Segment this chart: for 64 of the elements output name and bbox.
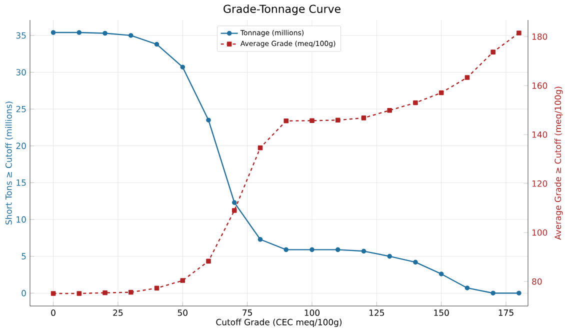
x-tick-label: 25 — [113, 310, 123, 316]
y-tick-label: 35 — [16, 32, 26, 39]
x-axis-title: Cutoff Grade (CEC meq/100g) — [216, 318, 342, 327]
point — [284, 118, 289, 124]
point — [180, 64, 186, 70]
chart-title: Grade-Tonnage Curve — [224, 4, 340, 16]
point — [464, 286, 470, 290]
x-tick-label: 0 — [51, 310, 56, 316]
point — [102, 30, 108, 36]
y-tick-label: 25 — [16, 106, 26, 112]
point — [128, 290, 134, 295]
y2-tick-label: 100 — [532, 229, 548, 236]
point — [387, 108, 392, 113]
point — [361, 116, 366, 120]
y2-tick-label: 140 — [532, 131, 548, 138]
y-tick-label: 5 — [22, 253, 26, 260]
point — [128, 33, 134, 38]
point — [154, 42, 160, 47]
y2-axis-title: Average Grade ≥ Cutoff (meq/100g) — [554, 86, 563, 240]
point — [232, 200, 237, 205]
point — [206, 118, 211, 123]
point — [76, 30, 82, 35]
y-tick-label: 15 — [16, 180, 26, 186]
point — [232, 208, 237, 213]
x-tick-label: 100 — [304, 310, 320, 316]
x-tick-label: 175 — [498, 310, 514, 316]
point — [258, 236, 263, 242]
y2-tick-label: 160 — [532, 82, 548, 89]
y-tick-label: 30 — [16, 69, 26, 76]
point — [50, 291, 56, 296]
point — [335, 247, 340, 252]
y-tick-label: 10 — [16, 216, 26, 223]
point — [102, 290, 108, 296]
point — [516, 290, 522, 296]
point — [284, 247, 289, 252]
y2-tick-label: 80 — [532, 278, 542, 285]
point — [154, 286, 160, 291]
point — [206, 258, 211, 264]
point — [490, 50, 496, 54]
point — [490, 290, 496, 296]
point — [50, 30, 56, 35]
point — [361, 248, 366, 254]
point — [76, 291, 82, 296]
point — [310, 118, 314, 124]
x-tick-label: 50 — [178, 310, 188, 316]
point — [438, 90, 444, 96]
point — [180, 278, 186, 283]
y-tick-label: 20 — [16, 142, 26, 150]
point — [516, 30, 522, 36]
point — [335, 118, 340, 123]
point — [438, 272, 444, 276]
y-axis-title: Short Tons ≥ Cutoff (millions) — [5, 102, 13, 224]
y2-tick-label: 180 — [532, 33, 548, 40]
point — [413, 100, 418, 106]
x-tick-label: 75 — [242, 310, 252, 316]
point — [413, 260, 418, 265]
x-tick-label: 125 — [370, 310, 384, 316]
point — [310, 247, 314, 252]
y2-tick-label: 120 — [532, 180, 548, 187]
point — [387, 254, 392, 259]
y-tick-label: 0 — [22, 290, 26, 296]
point — [464, 75, 470, 80]
x-tick-label: 150 — [434, 310, 449, 316]
point — [258, 145, 263, 150]
